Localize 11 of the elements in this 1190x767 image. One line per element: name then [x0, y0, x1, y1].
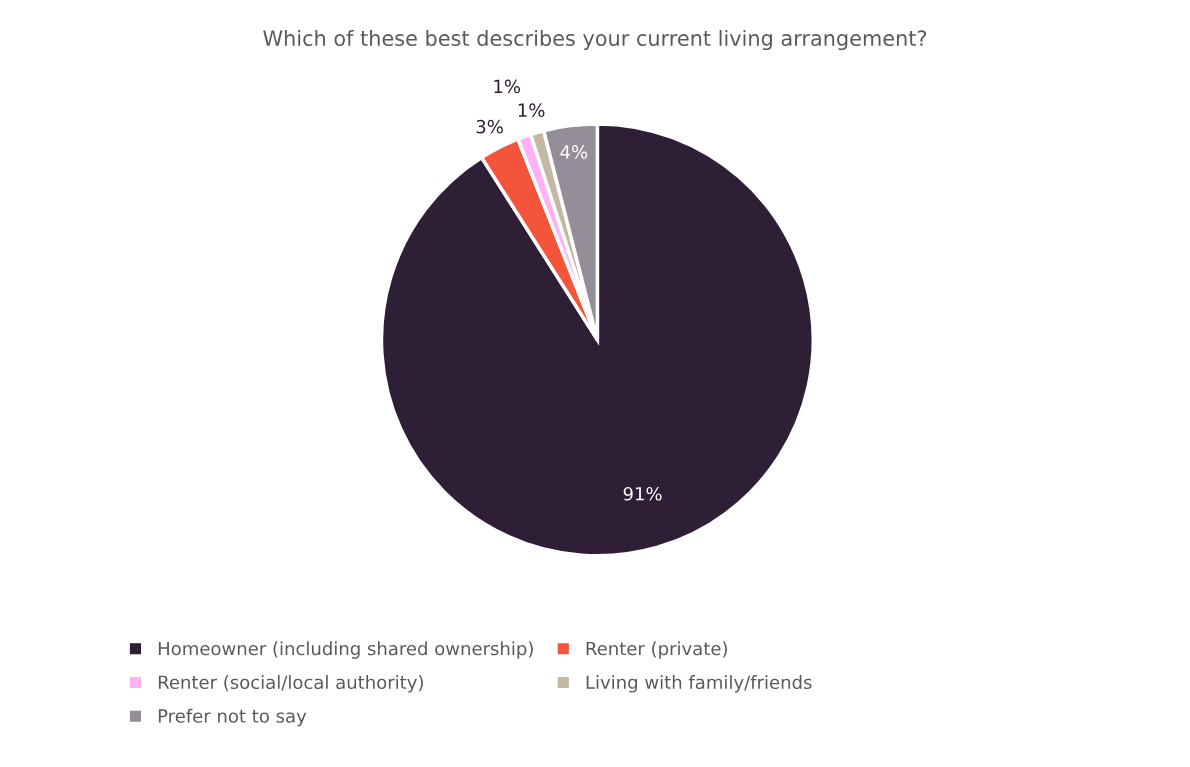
data-label: 91%: [623, 486, 662, 501]
legend-label: Renter (private): [586, 641, 727, 659]
legend-label: Prefer not to say: [158, 708, 307, 727]
legend-label: Homeowner (including shared ownership): [158, 641, 533, 659]
data-label: 3%: [476, 119, 503, 134]
data-label: 4%: [560, 145, 588, 159]
chart-title: Which of these best describes your current living arrangement?: [263, 29, 927, 51]
legend-label: Living with family/friends: [586, 675, 812, 693]
legend-label: Renter (social/local authority): [158, 675, 423, 693]
data-label: 1%: [518, 103, 545, 118]
data-label: 1%: [494, 79, 521, 94]
